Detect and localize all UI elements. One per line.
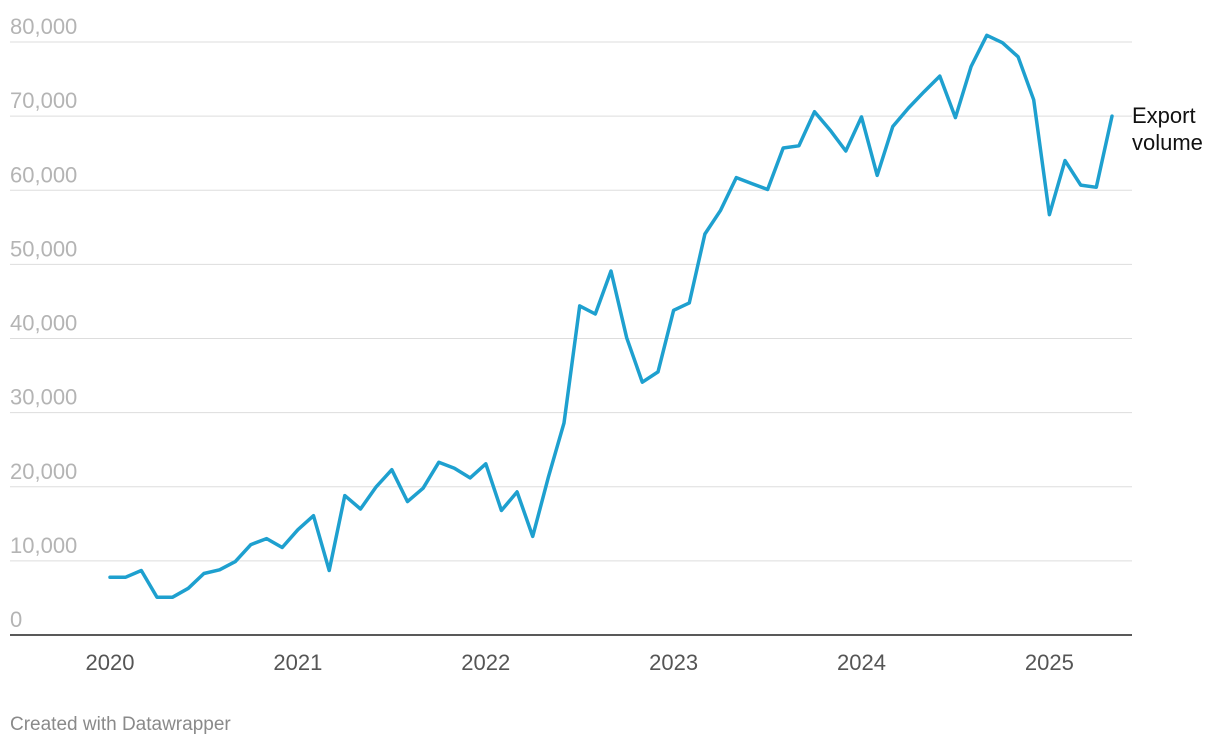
series-layer: Export volume — [108, 33, 1203, 599]
x-tick-label: 2024 — [837, 650, 886, 675]
x-axis-ticks: 2020 2021 2022 2023 2024 2025 — [86, 650, 1074, 675]
series-line — [108, 33, 1114, 599]
y-tick-label: 20,000 — [10, 459, 77, 484]
chart-credit: Created with Datawrapper — [10, 714, 231, 735]
y-tick-label: 80,000 — [10, 14, 77, 39]
line-chart: 0 10,000 20,000 30,000 40,000 50,000 60,000 70,… — [10, 14, 1203, 675]
y-tick-label: 60,000 — [10, 162, 77, 187]
gridlines — [10, 41, 1132, 562]
y-axis-ticks: 0 10,000 20,000 30,000 40,000 50,000 60,000 70,… — [10, 14, 77, 632]
y-tick-label: 70,000 — [10, 88, 77, 113]
x-tick-label: 2021 — [273, 650, 322, 675]
x-tick-label: 2023 — [649, 650, 698, 675]
series-label: Export volume — [1132, 103, 1203, 155]
y-tick-label: 50,000 — [10, 236, 77, 261]
y-tick-label: 40,000 — [10, 311, 77, 336]
x-tick-label: 2025 — [1025, 650, 1074, 675]
series-label-line: volume — [1132, 130, 1203, 155]
series-label-line: Export — [1132, 103, 1196, 128]
x-tick-label: 2020 — [86, 650, 135, 675]
y-tick-label: 30,000 — [10, 385, 77, 410]
y-tick-label: 10,000 — [10, 533, 77, 558]
x-tick-label: 2022 — [461, 650, 510, 675]
y-tick-label: 0 — [10, 607, 22, 632]
